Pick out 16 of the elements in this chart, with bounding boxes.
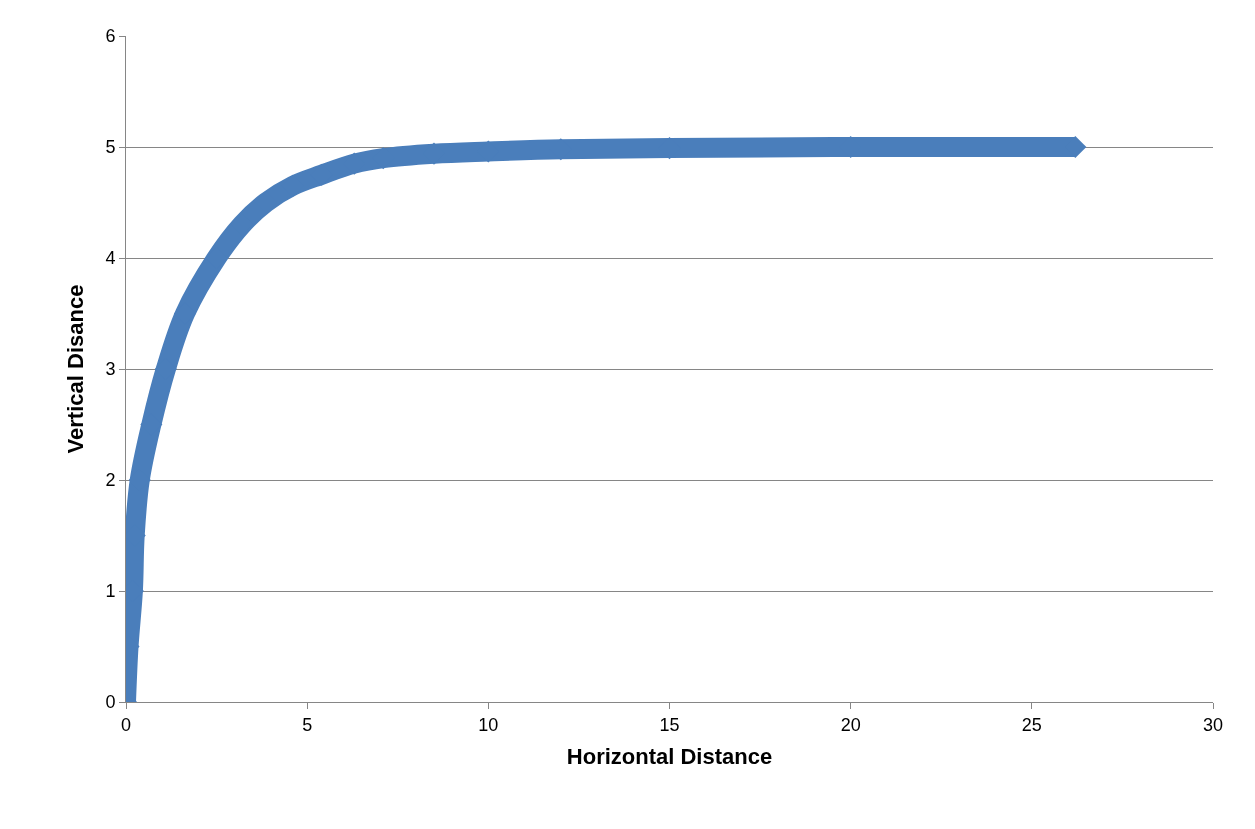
x-tick-label: 5 xyxy=(302,714,313,735)
y-tick-label: 6 xyxy=(105,26,116,47)
y-tick-label: 3 xyxy=(105,359,116,380)
x-tick-label: 20 xyxy=(840,714,861,735)
y-tick-label: 1 xyxy=(105,581,116,602)
y-tick-label: 5 xyxy=(105,137,116,158)
y-tick-label: 0 xyxy=(105,692,116,713)
y-axis-title: Vertical Disance xyxy=(63,284,89,454)
x-axis-title: Horizontal Distance xyxy=(566,744,773,770)
y-tick-label: 2 xyxy=(105,470,116,491)
x-tick-label: 0 xyxy=(120,714,132,735)
x-tick-label: 15 xyxy=(659,714,680,735)
x-tick-label: 30 xyxy=(1202,714,1224,735)
x-tick-label: 25 xyxy=(1021,714,1042,735)
y-tick-label: 4 xyxy=(105,248,116,269)
x-tick-label: 10 xyxy=(478,714,499,735)
